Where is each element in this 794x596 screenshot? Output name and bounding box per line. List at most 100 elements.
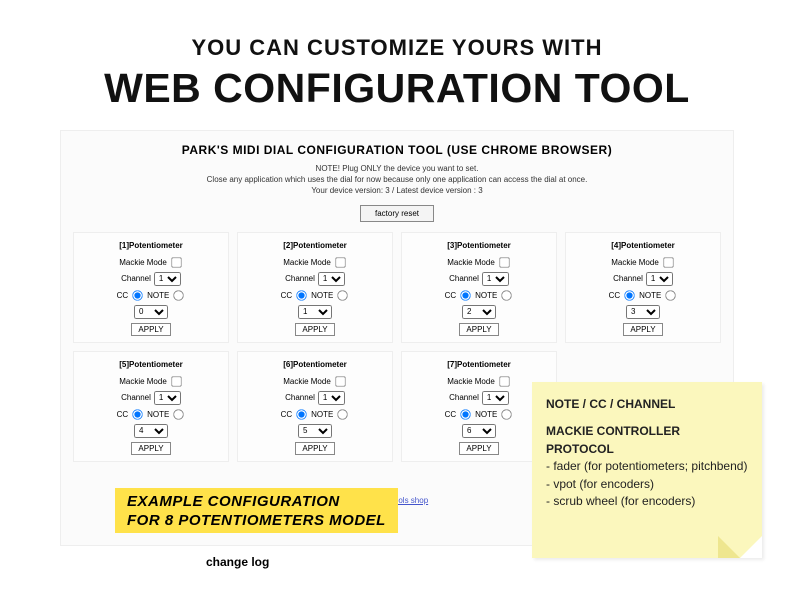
channel-row: Channel1 xyxy=(80,391,222,405)
highlight-line-2: FOR 8 POTENTIOMETERS MODEL xyxy=(127,512,386,531)
channel-select[interactable]: 1 xyxy=(482,391,509,405)
channel-row: Channel1 xyxy=(244,391,386,405)
mackie-label: Mackie Mode xyxy=(119,258,167,267)
note-label: NOTE xyxy=(475,291,497,300)
apply-button[interactable]: APPLY xyxy=(459,442,498,455)
ccnote-row: CCNOTE xyxy=(572,289,714,302)
mackie-label: Mackie Mode xyxy=(283,258,331,267)
channel-label: Channel xyxy=(449,274,479,283)
number-select[interactable]: 3 xyxy=(626,305,660,319)
note-line-1: NOTE! Plug ONLY the device you want to s… xyxy=(61,163,733,174)
cc-radio[interactable] xyxy=(132,409,142,419)
note-line-2: Close any application which uses the dia… xyxy=(61,174,733,185)
note-label: NOTE xyxy=(147,410,169,419)
card-title: [7]Potentiometer xyxy=(408,360,550,369)
number-select[interactable]: 1 xyxy=(298,305,332,319)
channel-row: Channel1 xyxy=(80,272,222,286)
mackie-checkbox[interactable] xyxy=(335,376,345,386)
sticky-bullet-2: - vpot (for encoders) xyxy=(546,476,748,493)
channel-label: Channel xyxy=(121,274,151,283)
cc-radio[interactable] xyxy=(460,290,470,300)
number-select[interactable]: 5 xyxy=(298,424,332,438)
mackie-row: Mackie Mode xyxy=(80,256,222,269)
sticky-heading: NOTE / CC / CHANNEL xyxy=(546,396,748,413)
channel-select[interactable]: 1 xyxy=(318,391,345,405)
mackie-checkbox[interactable] xyxy=(499,376,509,386)
number-select[interactable]: 0 xyxy=(134,305,168,319)
card-title: [6]Potentiometer xyxy=(244,360,386,369)
note-radio[interactable] xyxy=(502,409,512,419)
apply-button[interactable]: APPLY xyxy=(459,323,498,336)
sticky-protocol-heading: MACKIE CONTROLLER PROTOCOL xyxy=(546,423,748,458)
hero-line-1: YOU CAN CUSTOMIZE YOURS WITH xyxy=(20,35,774,61)
mackie-label: Mackie Mode xyxy=(447,377,495,386)
card-title: [2]Potentiometer xyxy=(244,241,386,250)
mackie-checkbox[interactable] xyxy=(663,257,673,267)
note-radio[interactable] xyxy=(502,290,512,300)
mackie-label: Mackie Mode xyxy=(611,258,659,267)
factory-reset-button[interactable]: factory reset xyxy=(360,205,434,222)
apply-button[interactable]: APPLY xyxy=(295,442,334,455)
apply-button[interactable]: APPLY xyxy=(131,323,170,336)
potentiometer-card: [5]PotentiometerMackie ModeChannel1CCNOT… xyxy=(73,351,229,462)
cc-radio[interactable] xyxy=(132,290,142,300)
potentiometer-card: [3]PotentiometerMackie ModeChannel1CCNOT… xyxy=(401,232,557,343)
number-select[interactable]: 4 xyxy=(134,424,168,438)
channel-row: Channel1 xyxy=(572,272,714,286)
apply-button[interactable]: APPLY xyxy=(131,442,170,455)
number-select[interactable]: 6 xyxy=(462,424,496,438)
channel-row: Channel1 xyxy=(408,272,550,286)
channel-select[interactable]: 1 xyxy=(646,272,673,286)
channel-row: Channel1 xyxy=(408,391,550,405)
channel-label: Channel xyxy=(285,274,315,283)
note-label: NOTE xyxy=(147,291,169,300)
channel-label: Channel xyxy=(285,393,315,402)
mackie-row: Mackie Mode xyxy=(572,256,714,269)
mackie-checkbox[interactable] xyxy=(335,257,345,267)
channel-row: Channel1 xyxy=(244,272,386,286)
sticky-bullet-3: - scrub wheel (for encoders) xyxy=(546,493,748,510)
channel-select[interactable]: 1 xyxy=(482,272,509,286)
note-radio[interactable] xyxy=(174,409,184,419)
note-radio[interactable] xyxy=(338,290,348,300)
mackie-checkbox[interactable] xyxy=(171,257,181,267)
mackie-row: Mackie Mode xyxy=(244,375,386,388)
mackie-label: Mackie Mode xyxy=(119,377,167,386)
cc-label: CC xyxy=(445,410,457,419)
cc-radio[interactable] xyxy=(296,290,306,300)
note-label: NOTE xyxy=(311,291,333,300)
apply-button[interactable]: APPLY xyxy=(295,323,334,336)
number-select[interactable]: 2 xyxy=(462,305,496,319)
channel-select[interactable]: 1 xyxy=(154,391,181,405)
mackie-row: Mackie Mode xyxy=(408,375,550,388)
apply-button[interactable]: APPLY xyxy=(623,323,662,336)
note-radio[interactable] xyxy=(666,290,676,300)
mackie-checkbox[interactable] xyxy=(171,376,181,386)
cc-label: CC xyxy=(609,291,621,300)
ccnote-row: CCNOTE xyxy=(408,289,550,302)
cc-radio[interactable] xyxy=(296,409,306,419)
cc-label: CC xyxy=(117,410,129,419)
potentiometer-card: [4]PotentiometerMackie ModeChannel1CCNOT… xyxy=(565,232,721,343)
ccnote-row: CC NOTE xyxy=(244,289,386,302)
ccnote-row: CC NOTE xyxy=(80,408,222,421)
cc-label: CC xyxy=(281,291,293,300)
cc-radio[interactable] xyxy=(460,409,470,419)
channel-select[interactable]: 1 xyxy=(318,272,345,286)
ccnote-row: CCNOTE xyxy=(408,408,550,421)
card-title: [3]Potentiometer xyxy=(408,241,550,250)
cc-label: CC xyxy=(281,410,293,419)
cc-radio[interactable] xyxy=(624,290,634,300)
channel-select[interactable]: 1 xyxy=(154,272,181,286)
sticky-bullet-1: - fader (for potentiometers; pitchbend) xyxy=(546,458,748,475)
sticky-note: NOTE / CC / CHANNEL MACKIE CONTROLLER PR… xyxy=(532,382,762,558)
note-label: NOTE xyxy=(311,410,333,419)
cc-label: CC xyxy=(117,291,129,300)
mackie-checkbox[interactable] xyxy=(499,257,509,267)
highlight-line-1: EXAMPLE CONFIGURATION xyxy=(127,493,340,512)
note-block: NOTE! Plug ONLY the device you want to s… xyxy=(61,163,733,197)
example-highlight: EXAMPLE CONFIGURATION FOR 8 POTENTIOMETE… xyxy=(115,488,398,533)
note-radio[interactable] xyxy=(174,290,184,300)
note-radio[interactable] xyxy=(338,409,348,419)
card-title: [1]Potentiometer xyxy=(80,241,222,250)
